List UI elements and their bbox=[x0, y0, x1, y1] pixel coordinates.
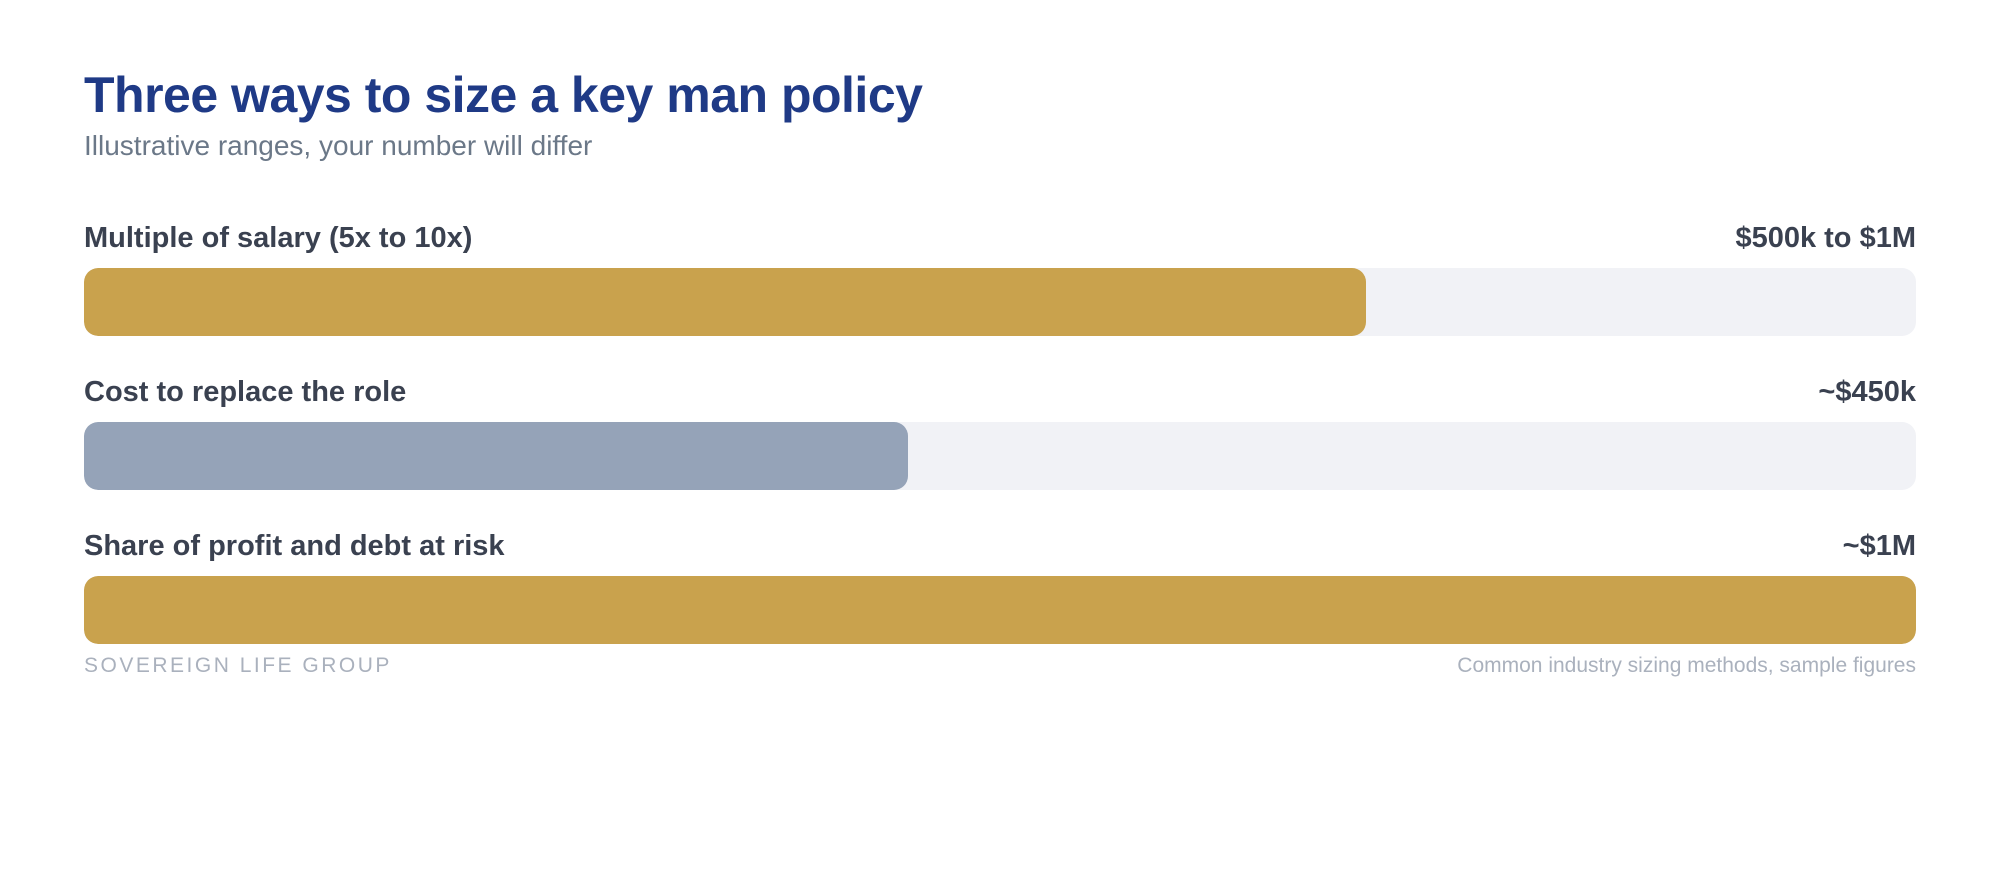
bar-fill-profit-debt-risk bbox=[84, 576, 1916, 644]
bar-fill-salary-multiple bbox=[84, 268, 1367, 336]
bar-fill-replacement-cost bbox=[84, 422, 909, 490]
bar-value-profit-debt-risk: ~$1M bbox=[1842, 530, 1916, 562]
bar-track-salary-multiple bbox=[84, 268, 1916, 336]
bar-value-salary-multiple: $500k to $1M bbox=[1735, 222, 1916, 254]
bar-label-replacement-cost: Cost to replace the role bbox=[84, 376, 407, 408]
bar-track-profit-debt-risk bbox=[84, 576, 1916, 644]
brand-footer: SOVEREIGN LIFE GROUP bbox=[84, 654, 392, 677]
chart-title: Three ways to size a key man policy bbox=[84, 67, 923, 123]
bar-value-replacement-cost: ~$450k bbox=[1818, 376, 1916, 408]
bar-track-replacement-cost bbox=[84, 422, 1916, 490]
chart-subtitle: Illustrative ranges, your number will di… bbox=[84, 130, 593, 161]
source-note: Common industry sizing methods, sample f… bbox=[1457, 654, 1916, 677]
bar-label-salary-multiple: Multiple of salary (5x to 10x) bbox=[84, 222, 473, 254]
bar-label-profit-debt-risk: Share of profit and debt at risk bbox=[84, 530, 505, 562]
